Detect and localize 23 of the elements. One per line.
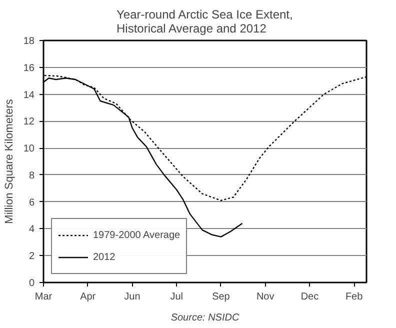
x-tick-label: Dec [300,292,319,302]
y-tick-label: 16 [23,62,35,74]
y-tick-label: 14 [23,90,35,101]
y-tick-label: 2 [28,251,35,262]
x-tick-label: Mar [34,292,53,302]
x-tick-label: Nov [256,292,274,302]
legend-label: 2012 [93,252,116,262]
x-tick-label: Sep [212,292,230,302]
y-tick-label: 10 [23,144,35,155]
source-note: Source: NSIDC [170,312,240,324]
y-tick-label: 6 [28,197,35,208]
y-tick-label: 0 [28,278,35,289]
x-tick-label: Jun [124,292,140,302]
x-tick-label: Jul [170,292,184,302]
y-tick-label: 4 [28,224,35,236]
y-axis-title: Million Square Kilometers [3,98,16,224]
x-tick-label: Apr [80,292,96,302]
x-tick-label: Feb [345,292,364,302]
y-tick-label: 12 [23,116,35,128]
y-tick-label: 18 [23,36,35,47]
legend-label: 1979-2000 Average [93,230,180,240]
y-tick-label: 8 [28,170,35,182]
chart-title: Year-round Arctic Sea Ice Extent, Historical Average and 2012 [116,8,293,36]
